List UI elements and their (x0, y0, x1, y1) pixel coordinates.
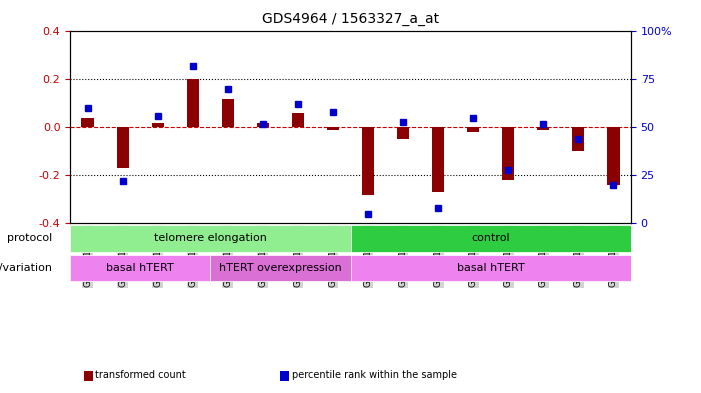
Text: percentile rank within the sample: percentile rank within the sample (292, 370, 456, 380)
Text: GSM1019111: GSM1019111 (118, 226, 127, 287)
Bar (327, 127, 339, 130)
Text: basal hTERT: basal hTERT (107, 263, 174, 273)
FancyBboxPatch shape (70, 255, 210, 281)
Text: transformed count: transformed count (95, 370, 186, 380)
Bar (257, 123, 269, 127)
Bar (502, 127, 515, 180)
Text: GSM1019113: GSM1019113 (189, 226, 197, 287)
Text: GSM1019101: GSM1019101 (469, 226, 477, 287)
Bar (467, 127, 479, 132)
Bar (222, 99, 234, 127)
FancyBboxPatch shape (210, 255, 350, 281)
FancyBboxPatch shape (350, 255, 631, 281)
FancyBboxPatch shape (70, 225, 351, 252)
Text: genotype/variation: genotype/variation (0, 263, 53, 273)
Text: GSM1019103: GSM1019103 (259, 226, 267, 287)
Bar (362, 127, 374, 195)
Text: control: control (471, 233, 510, 243)
Text: GSM1019099: GSM1019099 (399, 226, 407, 287)
Text: GDS4964 / 1563327_a_at: GDS4964 / 1563327_a_at (262, 12, 439, 26)
Text: protocol: protocol (7, 233, 53, 243)
Text: GSM1019105: GSM1019105 (329, 226, 337, 287)
Text: GSM1019104: GSM1019104 (294, 226, 302, 286)
Bar (81, 118, 94, 127)
Text: GSM1019106: GSM1019106 (504, 226, 512, 287)
Text: GSM1019110: GSM1019110 (83, 226, 92, 287)
Text: GSM1019098: GSM1019098 (364, 226, 372, 287)
Bar (151, 123, 164, 127)
Text: hTERT overexpression: hTERT overexpression (219, 263, 342, 273)
Bar (186, 79, 199, 127)
Bar (432, 127, 444, 192)
Bar (397, 127, 409, 140)
Text: GSM1019107: GSM1019107 (539, 226, 547, 287)
Text: GSM1019102: GSM1019102 (224, 226, 232, 286)
Bar (292, 113, 304, 127)
Bar (572, 127, 585, 151)
Text: GSM1019108: GSM1019108 (574, 226, 583, 287)
Text: GSM1019100: GSM1019100 (434, 226, 442, 287)
Bar (537, 127, 550, 130)
Text: GSM1019112: GSM1019112 (154, 226, 162, 286)
Text: GSM1019109: GSM1019109 (609, 226, 618, 287)
Bar (116, 127, 129, 168)
Text: basal hTERT: basal hTERT (457, 263, 524, 273)
Text: telomere elongation: telomere elongation (154, 233, 267, 243)
Bar (607, 127, 620, 185)
FancyBboxPatch shape (350, 225, 631, 252)
